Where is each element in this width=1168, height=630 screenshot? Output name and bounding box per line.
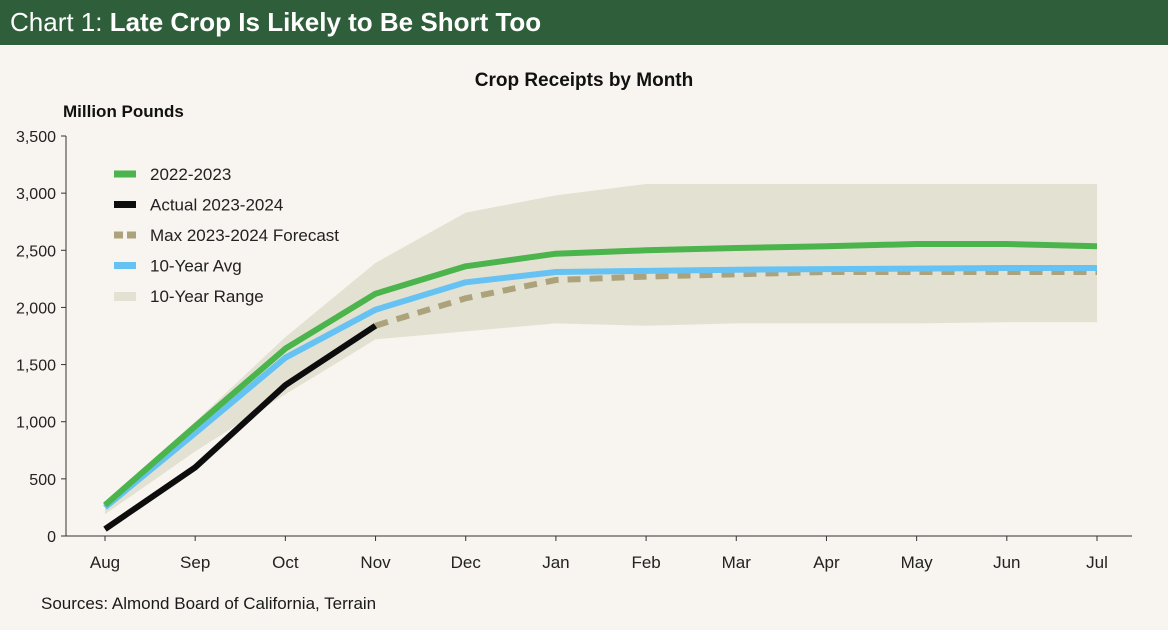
x-tick-label: Jun [993, 553, 1020, 572]
header-title: Chart 1: Late Crop Is Likely to Be Short… [10, 7, 541, 37]
x-tick-label: May [901, 553, 934, 572]
x-tick-label: Feb [631, 553, 660, 572]
legend-swatch-10-year-range [114, 292, 136, 301]
y-tick-label: 1,000 [16, 415, 56, 432]
legend-label: 10-Year Range [150, 287, 264, 306]
y-tick-label: 3,000 [16, 186, 56, 203]
y-tick-label: 1,500 [16, 358, 56, 375]
legend-label: 10-Year Avg [150, 257, 242, 276]
x-tick-label: Jan [542, 553, 569, 572]
y-tick-label: 2,500 [16, 243, 56, 260]
x-tick-label: Aug [90, 553, 120, 572]
x-tick-label: Dec [451, 553, 482, 572]
chart-title: Crop Receipts by Month [475, 70, 694, 91]
series-2022-2023-line [103, 241, 1098, 508]
x-tick-label: Oct [272, 553, 299, 572]
y-tick-label: 2,000 [16, 300, 56, 317]
x-tick-label: Jul [1086, 553, 1108, 572]
y-tick-label: 500 [29, 472, 56, 489]
chart-header: Chart 1: Late Crop Is Likely to Be Short… [0, 0, 1168, 46]
y-tick-label: 0 [47, 529, 56, 546]
legend-label: 2022-2023 [150, 165, 231, 184]
series-actual-line [103, 323, 378, 532]
x-tick-label: Nov [360, 553, 391, 572]
series-10-year-avg-line [103, 265, 1097, 510]
x-tick-label: Apr [813, 553, 840, 572]
header-title-text: Late Crop Is Likely to Be Short Too [109, 7, 542, 37]
legend-label: Actual 2023-2024 [150, 196, 283, 215]
y-axis-label: Million Pounds [63, 102, 184, 121]
sources-note: Sources: Almond Board of California, Ter… [41, 594, 377, 613]
legend-label: Max 2023-2024 Forecast [150, 226, 339, 245]
header-prefix: Chart 1: [10, 7, 110, 37]
y-tick-label: 3,500 [16, 129, 56, 146]
x-tick-label: Sep [180, 553, 210, 572]
x-tick-label: Mar [722, 553, 752, 572]
